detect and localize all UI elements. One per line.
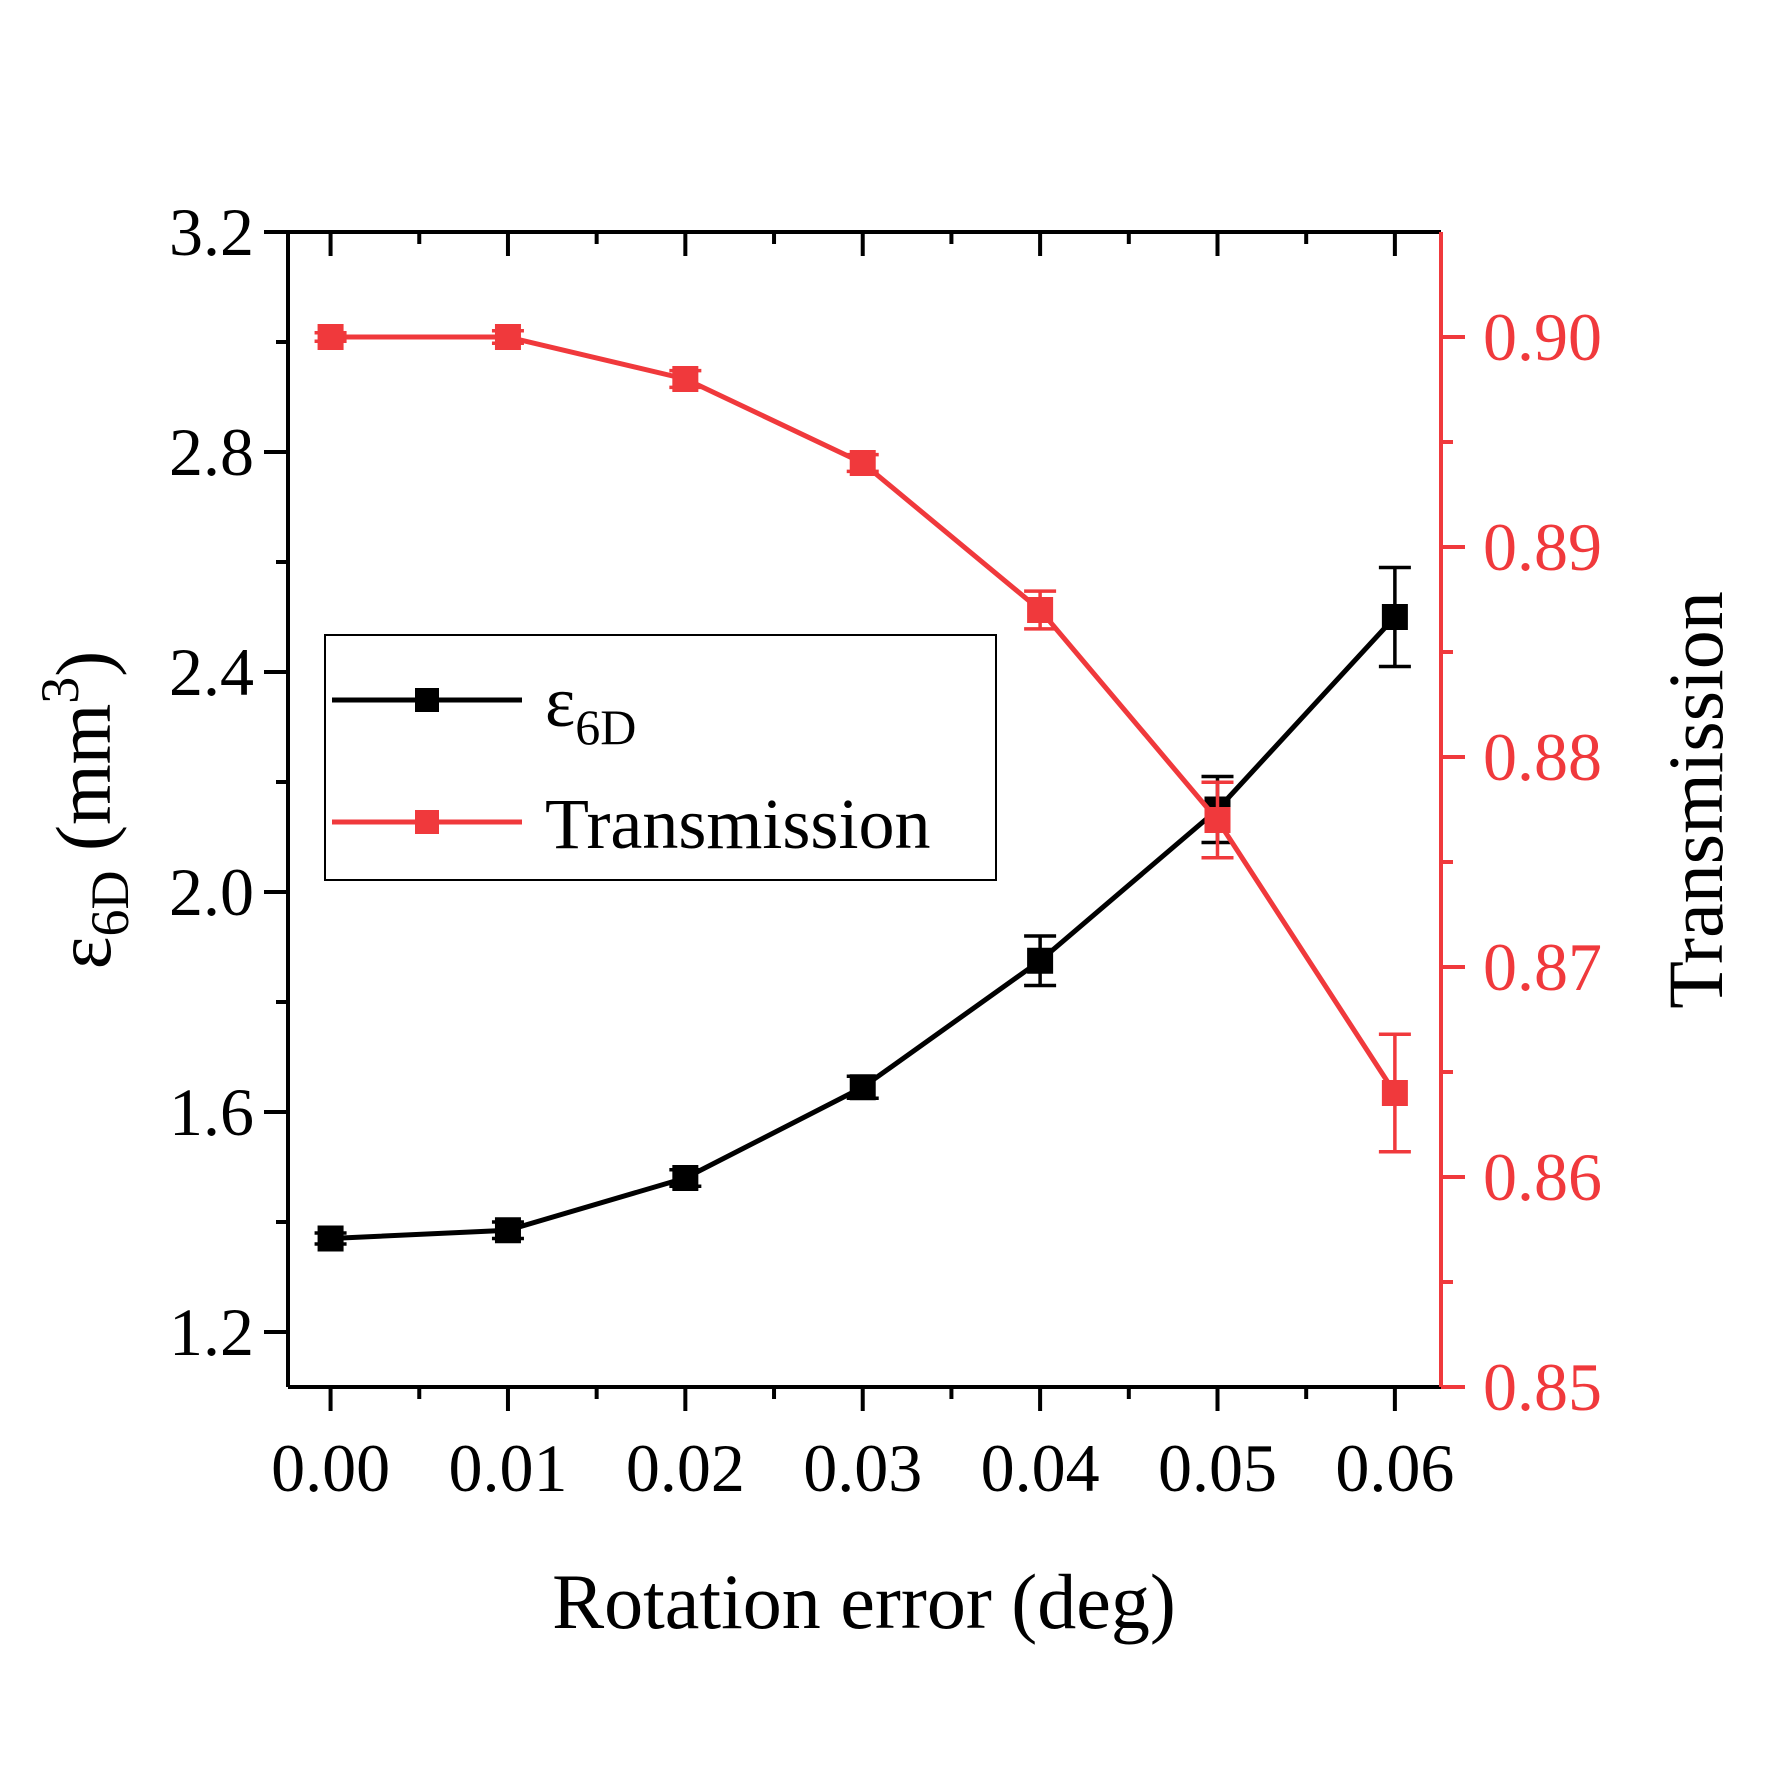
y-right-tick-label: 0.85 — [1483, 1349, 1602, 1425]
data-point — [1204, 807, 1231, 833]
data-point — [1027, 947, 1054, 974]
x-axis-label: Rotation error (deg) — [552, 1558, 1176, 1645]
data-point — [1027, 597, 1054, 623]
x-tick-label: 0.00 — [271, 1430, 390, 1506]
data-point — [849, 450, 876, 476]
legend-label-transmission: Transmission — [545, 784, 930, 864]
right-axis-ticks: 0.85 0.86 0.87 0.88 0.89 0.90 — [1441, 299, 1602, 1425]
x-tick-label: 0.04 — [981, 1430, 1100, 1506]
series-transmission — [314, 324, 1411, 1154]
x-tick-label: 0.02 — [626, 1430, 745, 1506]
data-point — [1381, 604, 1408, 630]
data-point — [494, 324, 521, 350]
left-axis-ticks: 1.2 1.6 2.0 2.4 2.8 3.2 — [169, 194, 288, 1370]
data-point — [1381, 1080, 1408, 1106]
y-right-tick-label: 0.87 — [1483, 929, 1602, 1005]
y-left-tick-label: 1.6 — [169, 1074, 254, 1150]
series-layer — [314, 324, 1411, 1252]
x-axis-ticks: 0.00 0.01 0.02 0.03 0.04 0.05 0.06 — [271, 232, 1454, 1506]
y-left-tick-label: 1.2 — [169, 1294, 254, 1370]
data-point — [317, 1225, 344, 1252]
x-tick-label: 0.05 — [1158, 1430, 1277, 1506]
legend-label-epsilon-symbol: ε — [545, 662, 575, 742]
legend-label-epsilon-subscript: 6D — [575, 699, 636, 755]
legend: ε6D Transmission — [324, 634, 997, 881]
left-axis-label-superscript: 3 — [30, 677, 90, 704]
left-axis-label: ε6D (mm3) — [30, 651, 140, 970]
left-axis-label-subscript: 6D — [80, 871, 140, 937]
data-point — [317, 324, 344, 350]
y-right-tick-label: 0.90 — [1483, 299, 1602, 375]
data-point — [849, 1074, 876, 1101]
left-axis-label-close: ) — [40, 651, 127, 677]
left-axis-label-symbol: ε — [40, 937, 127, 970]
legend-marker-epsilon — [415, 688, 439, 712]
y-left-tick-label: 3.2 — [169, 194, 254, 270]
legend-box — [324, 634, 997, 881]
data-point — [672, 366, 699, 392]
x-tick-label: 0.03 — [803, 1430, 922, 1506]
y-right-tick-label: 0.89 — [1483, 509, 1602, 585]
data-point — [494, 1217, 521, 1244]
y-left-tick-label: 2.4 — [169, 634, 254, 710]
x-tick-label: 0.01 — [448, 1430, 567, 1506]
legend-label-epsilon: ε6D — [545, 662, 636, 755]
legend-marker-transmission — [415, 810, 439, 834]
y-right-tick-label: 0.88 — [1483, 719, 1602, 795]
x-tick-label: 0.06 — [1335, 1430, 1454, 1506]
y-left-tick-label: 2.0 — [169, 854, 254, 930]
left-axis-label-unit: (mm — [40, 704, 127, 871]
y-right-tick-label: 0.86 — [1483, 1139, 1602, 1215]
data-point — [672, 1165, 699, 1191]
right-axis-label: Transmission — [1652, 591, 1739, 1009]
y-left-tick-label: 2.8 — [169, 414, 254, 490]
